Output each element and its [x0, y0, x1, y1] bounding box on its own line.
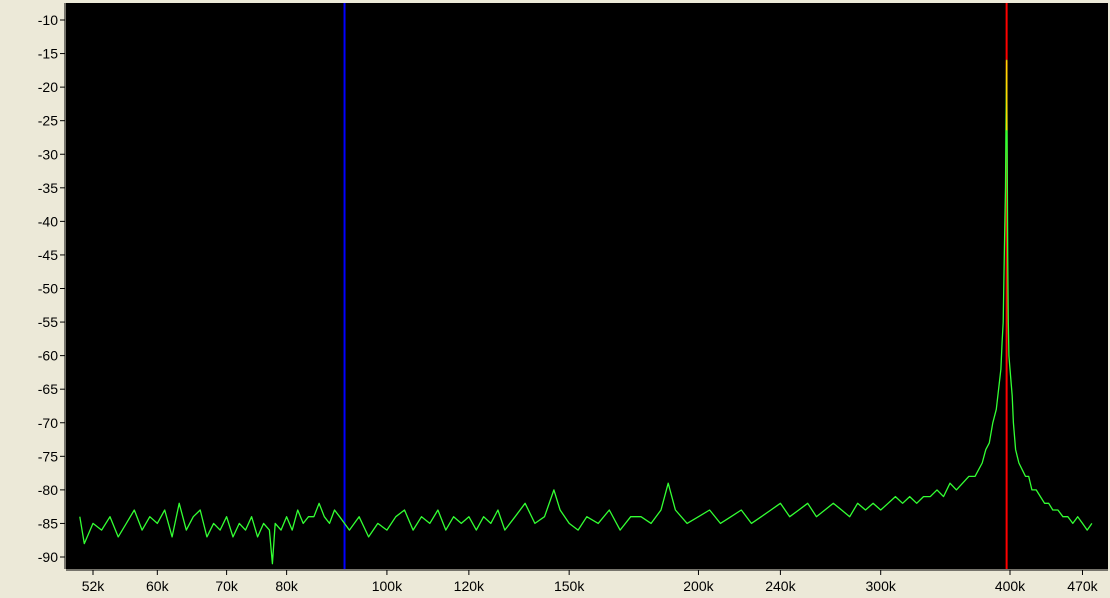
y-tick-label: -75: [38, 448, 58, 464]
y-tick-label: -40: [38, 213, 58, 229]
x-tick-label: 60k: [146, 578, 170, 594]
plot-area: [66, 3, 1108, 569]
spectrum-trace: [79, 59, 1093, 565]
x-tick-label: 470k: [1067, 578, 1098, 594]
x-tick-label: 200k: [683, 578, 714, 594]
x-tick-label: 150k: [554, 578, 585, 594]
x-tick-label: 70k: [215, 578, 239, 594]
series-group: [79, 59, 1093, 565]
y-tick-label: -60: [38, 348, 58, 364]
y-tick-label: -20: [38, 79, 58, 95]
y-tick-label: -65: [38, 381, 58, 397]
y-tick-label: -35: [38, 180, 58, 196]
y-tick-label: -70: [38, 415, 58, 431]
y-tick-label: -85: [38, 515, 58, 531]
x-tick-label: 120k: [454, 578, 485, 594]
y-tick-label: -25: [38, 113, 58, 129]
x-axis: 52k 60k 70k 80k 100k 120k 150k 200k 240k 300k 400k…: [66, 569, 1108, 594]
x-tick-label: 52k: [82, 578, 106, 594]
y-tick-label: -10: [38, 12, 58, 28]
y-tick-label: -50: [38, 281, 58, 297]
y-tick-label: -80: [38, 482, 58, 498]
y-tick-label: -30: [38, 146, 58, 162]
x-tick-label: 100k: [372, 578, 403, 594]
x-tick-label: 240k: [765, 578, 796, 594]
y-tick-label: -55: [38, 314, 58, 330]
y-axis: -10 -15 -20 -25 -30 -35 -40 -45 -50 -55 -60 -65 -70 -…: [38, 3, 66, 569]
x-tick-label: 300k: [866, 578, 897, 594]
x-tick-label: 400k: [995, 578, 1026, 594]
x-tick-label: 80k: [275, 578, 299, 594]
y-tick-label: -90: [38, 549, 58, 565]
y-tick-label: -15: [38, 46, 58, 62]
y-tick-label: -45: [38, 247, 58, 263]
